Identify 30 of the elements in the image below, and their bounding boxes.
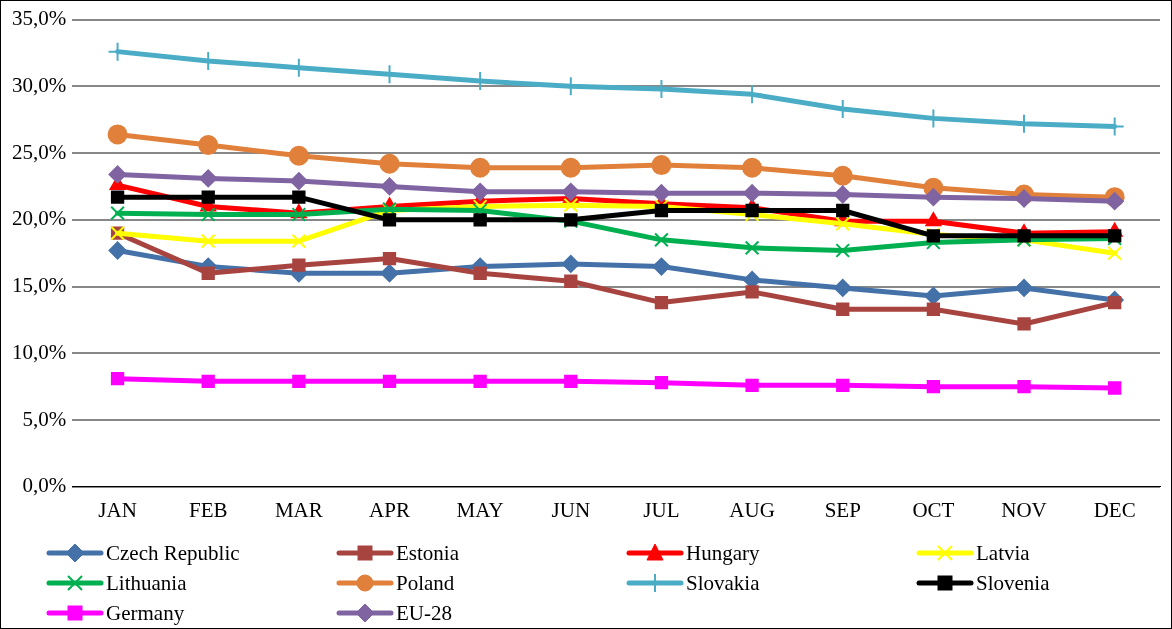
y-tick-label: 0,0% — [22, 473, 67, 498]
y-tick-label: 20,0% — [11, 206, 67, 231]
legend-label: Hungary — [686, 540, 760, 567]
x-tick-label: MAY — [456, 497, 504, 522]
legend-label: Lithuania — [106, 570, 187, 597]
legend-label: Latvia — [976, 540, 1030, 567]
legend-label: Slovakia — [686, 570, 760, 597]
x-tick-label: NOV — [1001, 497, 1047, 522]
legend-label: Germany — [106, 600, 185, 627]
legend-label: Poland — [396, 570, 455, 597]
x-tick-label: OCT — [912, 497, 955, 522]
x-tick-label: JUN — [551, 497, 591, 522]
y-tick-label: 30,0% — [11, 72, 67, 97]
legend-label: Estonia — [396, 540, 459, 567]
y-tick-label: 10,0% — [11, 339, 67, 364]
y-tick-label: 15,0% — [11, 273, 67, 298]
x-tick-label: SEP — [824, 497, 861, 522]
x-tick-label: AUG — [729, 497, 775, 522]
x-tick-label: JAN — [98, 497, 137, 522]
x-tick-label: MAR — [274, 497, 323, 522]
x-tick-label: DEC — [1093, 497, 1136, 522]
legend-label: Slovenia — [976, 570, 1050, 597]
x-tick-label: APR — [369, 497, 410, 522]
legend-label: EU-28 — [396, 600, 452, 627]
legend-label: Czech Republic — [106, 540, 240, 567]
y-tick-label: 35,0% — [11, 6, 67, 31]
y-tick-label: 5,0% — [22, 406, 67, 431]
x-tick-label: JUL — [643, 497, 680, 522]
y-tick-label: 25,0% — [11, 139, 67, 164]
x-tick-label: FEB — [188, 497, 228, 522]
